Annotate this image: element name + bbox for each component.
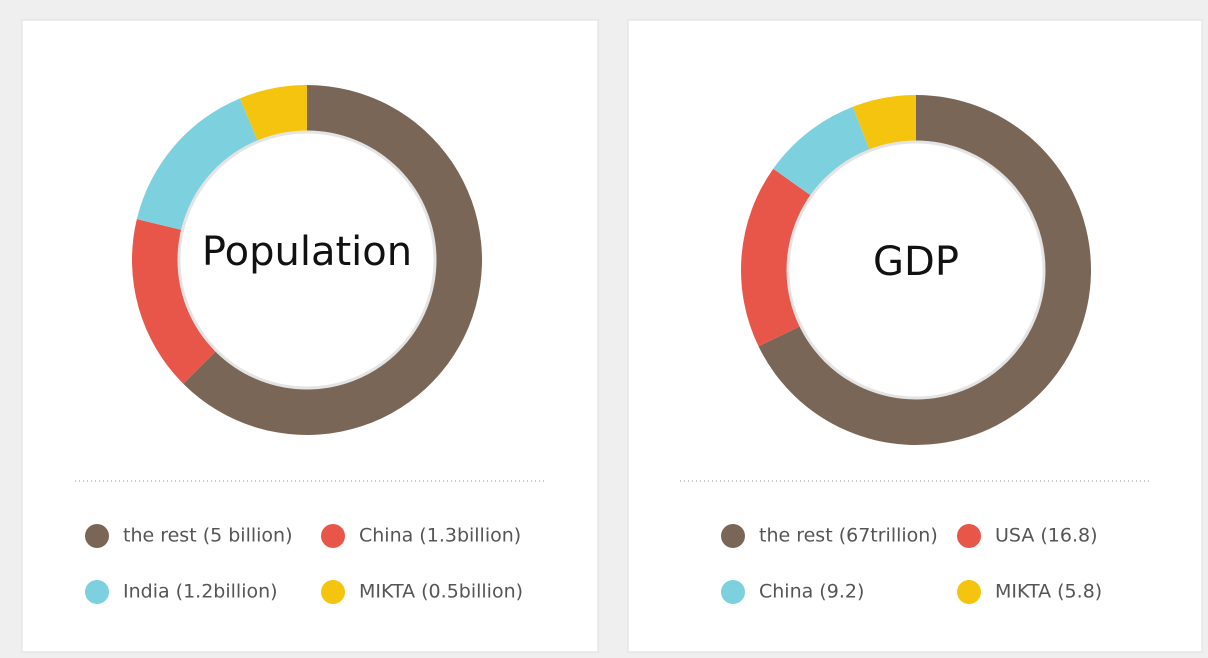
legend-swatch — [321, 580, 345, 604]
donut-segment — [740, 168, 812, 347]
donut-segment — [240, 85, 307, 142]
inner-shadow — [786, 140, 1046, 400]
legend-swatch — [957, 524, 981, 548]
donut-segment — [136, 98, 259, 231]
chart-title: Population — [202, 229, 412, 275]
legend-label: the rest (67trillion) — [759, 525, 938, 547]
donut-segment — [852, 95, 916, 151]
legend-label: the rest (5 billion) — [123, 525, 293, 547]
legend-label: USA (16.8) — [995, 525, 1098, 547]
legend-swatch — [721, 524, 745, 548]
legend-label: China (9.2) — [759, 581, 864, 603]
legend-swatch — [85, 580, 109, 604]
donut-segment — [132, 219, 217, 384]
chart-title: GDP — [873, 239, 959, 285]
legend-label: MIKTA (5.8) — [995, 581, 1102, 603]
legend-label: MIKTA (0.5billion) — [359, 581, 523, 603]
legend-swatch — [321, 524, 345, 548]
legend-swatch — [957, 580, 981, 604]
legend-swatch — [85, 524, 109, 548]
legend-label: India (1.2billion) — [123, 581, 278, 603]
donut-segment — [183, 85, 482, 435]
legend-swatch — [721, 580, 745, 604]
legend-label: China (1.3billion) — [359, 525, 521, 547]
inner-shadow — [177, 130, 437, 390]
donut-segment — [773, 106, 870, 196]
